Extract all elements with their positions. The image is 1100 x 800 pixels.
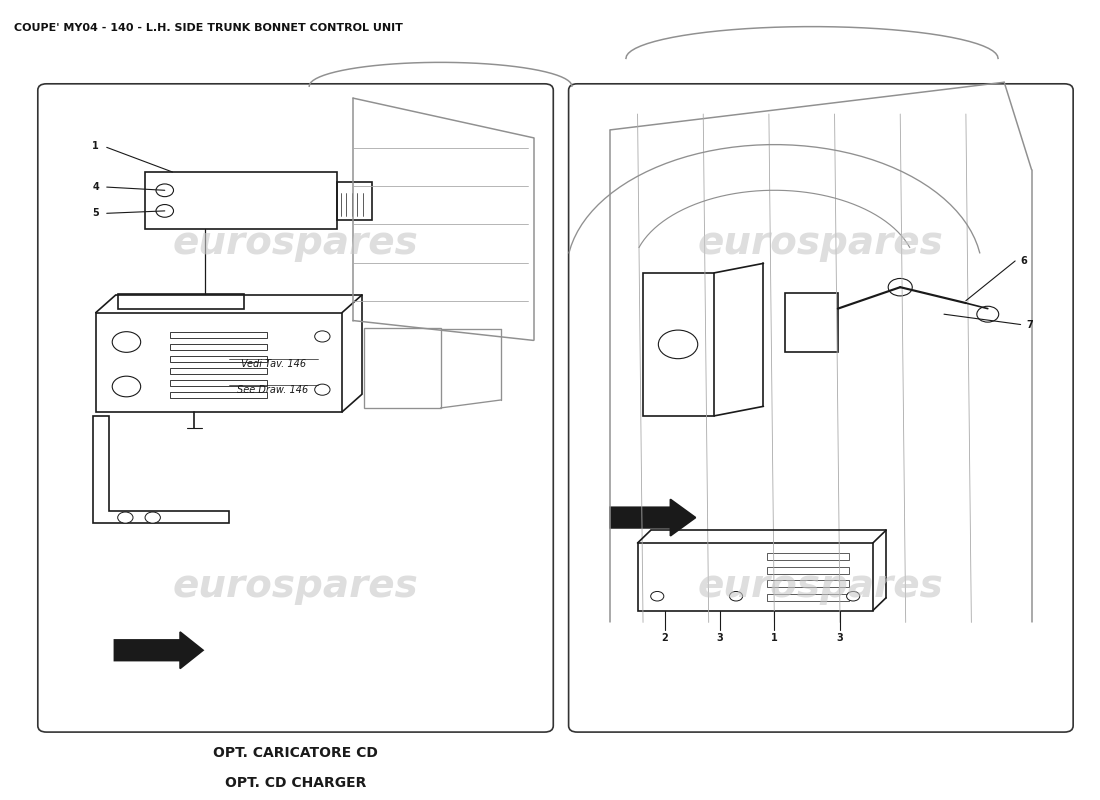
- Text: Vedi Tav. 146: Vedi Tav. 146: [241, 359, 306, 370]
- Text: 2: 2: [661, 633, 669, 642]
- Circle shape: [977, 306, 999, 322]
- Polygon shape: [610, 499, 695, 536]
- Bar: [170, 344, 266, 350]
- Text: eurospares: eurospares: [698, 224, 944, 262]
- Bar: [785, 293, 838, 352]
- Bar: [644, 273, 714, 416]
- Text: 1: 1: [771, 633, 778, 642]
- Bar: [118, 294, 243, 309]
- Polygon shape: [114, 632, 204, 669]
- Bar: [170, 333, 266, 338]
- Bar: [170, 368, 266, 374]
- Circle shape: [315, 331, 330, 342]
- Text: 5: 5: [92, 208, 99, 218]
- Bar: [767, 554, 849, 561]
- Text: OPT. CARICATORE CD: OPT. CARICATORE CD: [213, 746, 378, 759]
- Circle shape: [315, 384, 330, 395]
- Bar: [638, 543, 873, 610]
- Text: 6: 6: [1021, 256, 1027, 266]
- Circle shape: [156, 184, 174, 197]
- Text: OPT. CD CHARGER: OPT. CD CHARGER: [224, 776, 366, 790]
- Text: 7: 7: [1026, 319, 1033, 330]
- Text: COUPE' MY04 - 140 - L.H. SIDE TRUNK BONNET CONTROL UNIT: COUPE' MY04 - 140 - L.H. SIDE TRUNK BONN…: [13, 22, 403, 33]
- Text: See Draw. 146: See Draw. 146: [238, 386, 309, 395]
- Circle shape: [888, 278, 912, 296]
- Text: 4: 4: [92, 182, 99, 192]
- Text: eurospares: eurospares: [173, 224, 418, 262]
- Circle shape: [118, 512, 133, 523]
- Text: eurospares: eurospares: [698, 567, 944, 605]
- Bar: [364, 329, 441, 408]
- FancyBboxPatch shape: [569, 84, 1074, 732]
- Circle shape: [651, 591, 663, 601]
- Bar: [170, 380, 266, 386]
- Circle shape: [156, 205, 174, 218]
- Bar: [170, 356, 266, 362]
- Text: 3: 3: [716, 633, 723, 642]
- Bar: [767, 580, 849, 587]
- Circle shape: [112, 332, 141, 352]
- Text: 1: 1: [92, 141, 99, 150]
- FancyBboxPatch shape: [37, 84, 553, 732]
- Bar: [170, 392, 266, 398]
- Circle shape: [145, 512, 161, 523]
- Circle shape: [112, 376, 141, 397]
- Bar: [96, 313, 342, 412]
- Circle shape: [729, 591, 743, 601]
- Circle shape: [847, 591, 860, 601]
- Bar: [767, 567, 849, 574]
- Circle shape: [658, 330, 697, 358]
- Bar: [145, 172, 337, 229]
- Text: eurospares: eurospares: [173, 567, 418, 605]
- Text: 3: 3: [837, 633, 844, 642]
- Bar: [767, 594, 849, 601]
- Bar: [337, 182, 372, 220]
